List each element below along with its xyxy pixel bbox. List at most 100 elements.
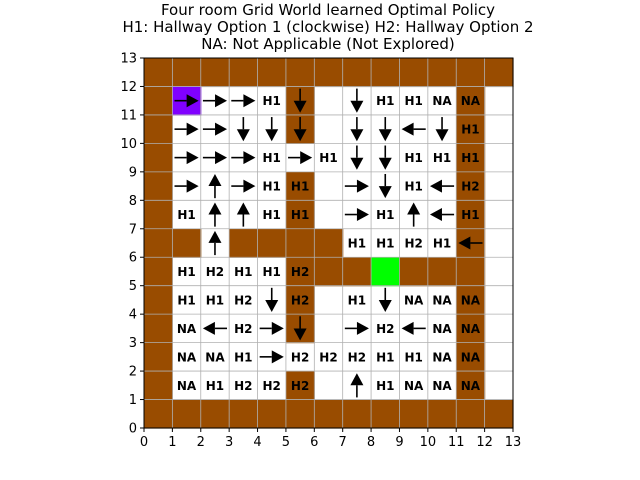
wall-cell xyxy=(456,86,486,116)
arrow-head xyxy=(350,129,364,142)
wall-cell xyxy=(456,314,486,344)
policy-arrow-l xyxy=(429,179,455,193)
policy-label: NA xyxy=(461,293,481,307)
arrow-head xyxy=(186,94,199,108)
policy-label: H1 xyxy=(291,180,309,194)
wall-cell xyxy=(399,58,429,88)
policy-arrow-l xyxy=(401,122,426,136)
wall-cell xyxy=(144,228,173,258)
wall-cell xyxy=(229,228,259,258)
policy-label: H2 xyxy=(234,379,252,393)
wall-cell xyxy=(342,399,372,429)
wall-cell xyxy=(144,200,173,230)
arrow-head xyxy=(293,100,307,113)
y-tick-label: 9 xyxy=(129,165,137,180)
arrow-head xyxy=(243,179,256,193)
wall-cell xyxy=(229,58,259,88)
wall-cell xyxy=(456,200,486,230)
x-tick-label: 10 xyxy=(420,435,437,450)
policy-label: H1 xyxy=(376,237,394,251)
policy-label: H1 xyxy=(291,208,309,222)
arrow-head xyxy=(378,157,392,170)
arrow-head xyxy=(401,122,414,136)
policy-arrow-r xyxy=(344,208,369,222)
policy-label: H1 xyxy=(404,94,422,108)
policy-label: NA xyxy=(404,379,424,393)
wall-cell xyxy=(314,399,344,429)
y-tick-label: 5 xyxy=(129,279,137,294)
y-tick-label: 12 xyxy=(120,80,137,95)
wall-cell xyxy=(257,228,287,258)
arrow-head xyxy=(293,328,307,341)
arrow-head xyxy=(215,122,228,136)
policy-arrow-l xyxy=(401,321,426,335)
policy-label: NA xyxy=(432,322,452,336)
policy-label: H1 xyxy=(404,151,422,165)
arrow-head xyxy=(215,151,228,165)
policy-arrow-r xyxy=(231,94,256,108)
wall-cell xyxy=(456,399,486,429)
policy-label: H1 xyxy=(404,350,422,364)
x-tick-label: 0 xyxy=(140,435,148,450)
arrow-head xyxy=(378,300,392,313)
policy-label: H1 xyxy=(461,151,479,165)
y-tick-label: 10 xyxy=(120,137,137,152)
wall-cell xyxy=(144,58,173,88)
wall-cell xyxy=(342,257,372,287)
wall-cell xyxy=(285,58,315,88)
wall-cell xyxy=(399,257,429,287)
arrow-head xyxy=(208,202,222,215)
wall-cell xyxy=(144,285,173,315)
x-tick-label: 5 xyxy=(282,435,290,450)
wall-cell xyxy=(144,171,173,201)
policy-arrow-r xyxy=(231,179,256,193)
y-tick-label: 4 xyxy=(129,308,137,323)
x-tick-label: 4 xyxy=(253,435,261,450)
policy-arrow-d xyxy=(350,117,364,142)
policy-label: H1 xyxy=(404,180,422,194)
wall-cell xyxy=(285,399,315,429)
policy-arrow-r xyxy=(231,151,256,165)
axes-frame xyxy=(143,57,514,429)
policy-arrow-u xyxy=(350,373,364,398)
wall-cell xyxy=(200,399,230,429)
arrow-head xyxy=(356,179,369,193)
arrow-head xyxy=(300,151,313,165)
wall-cell xyxy=(144,399,173,429)
arrow-head xyxy=(265,300,279,313)
wall-cell xyxy=(456,143,486,173)
x-tick-label: 11 xyxy=(448,435,465,450)
policy-label: H1 xyxy=(433,151,451,165)
wall-cell xyxy=(144,114,173,144)
arrow-head xyxy=(378,186,392,199)
policy-arrow-r xyxy=(259,350,284,364)
policy-label: H1 xyxy=(206,379,224,393)
policy-arrow-d xyxy=(378,173,392,199)
policy-label: H1 xyxy=(376,350,394,364)
wall-cell xyxy=(427,399,457,429)
policy-arrow-u xyxy=(208,173,222,199)
arrow-head xyxy=(236,129,250,142)
policy-label: H2 xyxy=(291,379,309,393)
policy-arrow-r xyxy=(259,321,284,335)
arrow-head xyxy=(243,94,256,108)
title-line-1: Four room Grid World learned Optimal Pol… xyxy=(161,1,495,19)
policy-label: H1 xyxy=(461,123,479,137)
policy-label: H1 xyxy=(263,265,281,279)
wall-cell xyxy=(456,58,486,88)
wall-cell xyxy=(144,342,173,372)
policy-arrow-d xyxy=(293,316,307,341)
policy-label: H2 xyxy=(404,237,422,251)
policy-label: NA xyxy=(205,350,225,364)
arrow-head xyxy=(429,179,442,193)
policy-label: H1 xyxy=(234,265,252,279)
arrow-head xyxy=(350,157,364,170)
policy-arrow-d xyxy=(265,117,279,142)
wall-cell xyxy=(371,58,401,88)
policy-arrow-d xyxy=(435,117,449,142)
policy-arrow-d xyxy=(350,88,364,113)
policy-label: NA xyxy=(461,94,481,108)
x-tick-label: 7 xyxy=(339,435,347,450)
wall-cell xyxy=(285,171,315,201)
wall-cell xyxy=(484,399,514,429)
